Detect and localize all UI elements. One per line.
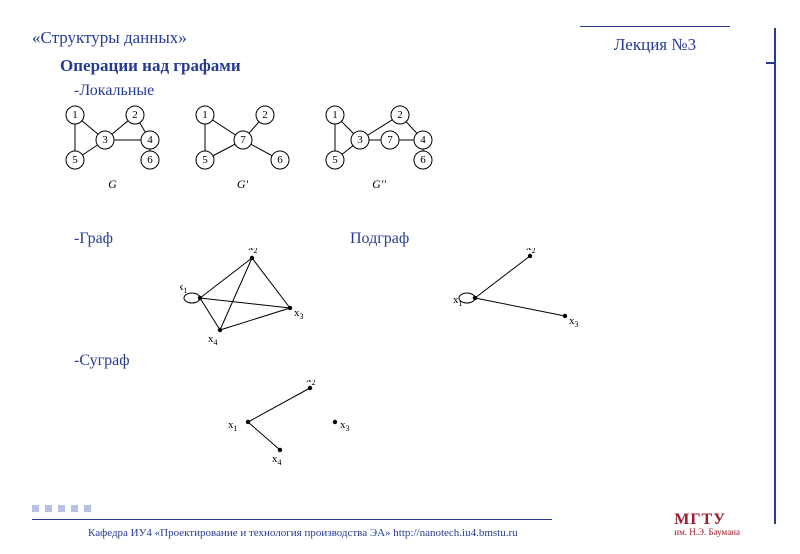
svg-text:5: 5 (72, 154, 78, 166)
svg-text:6: 6 (277, 154, 283, 166)
svg-text:x3: x3 (340, 419, 350, 433)
svg-text:7: 7 (387, 134, 393, 146)
svg-text:3: 3 (102, 134, 108, 146)
row1-graphs: 1 2 3 4 5 6 G 1 2 7 5 6 G' 1 2 3 7 4 5 6 G'' (55, 100, 465, 200)
podgraf-diagram: x1 x2 x3 (450, 248, 600, 338)
sugraf-diagram: x1 x2 x3 x4 (220, 380, 370, 470)
svg-text:x2: x2 (248, 248, 258, 255)
lecture-box: Лекция №3 (580, 26, 730, 55)
svg-text:x4: x4 (208, 333, 218, 347)
svg-text:6: 6 (147, 154, 153, 166)
footer-squares (32, 505, 91, 512)
svg-text:x2: x2 (526, 248, 536, 255)
svg-text:G'': G'' (372, 177, 386, 191)
sub-sugraf: -Суграф (74, 352, 130, 370)
svg-text:2: 2 (132, 109, 138, 121)
brand: МГТУ им. Н.Э. Баумана (674, 511, 740, 537)
svg-text:2: 2 (262, 109, 268, 121)
sub-subgraph: Подграф (350, 230, 409, 248)
svg-text:x1: x1 (180, 281, 188, 295)
svg-text:1: 1 (202, 109, 208, 121)
sub-graph: -Граф (74, 230, 113, 248)
svg-text:x2: x2 (306, 380, 316, 387)
svg-text:4: 4 (147, 134, 153, 146)
lecture-label: Лекция №3 (580, 27, 730, 55)
svg-text:4: 4 (420, 134, 426, 146)
svg-text:G: G (108, 177, 117, 191)
section-title: Операции над графами (60, 56, 241, 76)
svg-text:7: 7 (240, 134, 246, 146)
svg-text:5: 5 (202, 154, 208, 166)
svg-text:5: 5 (332, 154, 338, 166)
svg-text:G': G' (237, 177, 249, 191)
svg-text:6: 6 (420, 154, 426, 166)
footer-rule (32, 519, 552, 520)
svg-text:3: 3 (357, 134, 363, 146)
svg-text:x1: x1 (453, 294, 463, 308)
brand-main: МГТУ (674, 511, 726, 528)
page-title: «Структуры данных» (32, 28, 187, 48)
sub-local: -Локальные (74, 82, 154, 100)
svg-text:x3: x3 (294, 307, 304, 321)
svg-text:x4: x4 (272, 453, 282, 467)
footer-text: Кафедра ИУ4 «Проектирование и технология… (88, 527, 518, 539)
graf-diagram: x1 x2 x3 x4 (180, 248, 320, 348)
brand-sub: им. Н.Э. Баумана (674, 527, 740, 537)
svg-text:1: 1 (332, 109, 338, 121)
svg-text:x3: x3 (569, 315, 579, 329)
footer: Кафедра ИУ4 «Проектирование и технология… (0, 512, 800, 542)
svg-text:x1: x1 (228, 419, 238, 433)
svg-text:1: 1 (72, 109, 78, 121)
svg-text:2: 2 (397, 109, 403, 121)
